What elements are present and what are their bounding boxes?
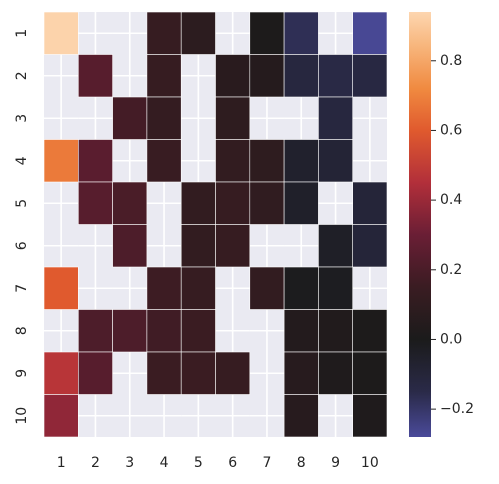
heatmap-cells	[43, 11, 388, 438]
heatmap-cell-r2-c4	[146, 54, 182, 98]
heatmap-cell-r10-c1	[43, 394, 79, 438]
x-tick-label: 1	[57, 455, 66, 471]
y-tick-label: 2	[14, 71, 30, 80]
heatmap-cell-r9-c9	[318, 351, 353, 395]
heatmap-cell-r8-c8	[283, 309, 319, 353]
heatmap-cell-r7-c4	[146, 266, 182, 310]
heatmap-cell-r5-c5	[180, 181, 216, 225]
x-tick-label: 4	[160, 455, 169, 471]
heatmap-cell-r8-c3	[112, 309, 148, 353]
y-tick-label: 6	[14, 241, 30, 250]
heatmap-cell-r8-c4	[146, 309, 182, 353]
heatmap-cell-r3-c4	[146, 96, 182, 140]
heatmap-cell-r8-c2	[78, 309, 113, 353]
heatmap-cell-r7-c5	[180, 266, 216, 310]
heatmap-cell-r7-c7	[249, 266, 285, 310]
heatmap-cell-r6-c9	[318, 224, 353, 268]
heatmap-cell-r5-c10	[352, 181, 388, 225]
y-tick-label: 10	[14, 407, 30, 425]
colorbar-tick-label: 0.2	[440, 262, 462, 278]
heatmap-cell-r5-c3	[112, 181, 148, 225]
heatmap-cell-r6-c6	[215, 224, 251, 268]
heatmap-cell-r7-c1	[43, 266, 79, 310]
colorbar-tick-label: 0.6	[440, 122, 462, 138]
heatmap-cell-r3-c3	[112, 96, 148, 140]
y-tick-label: 1	[14, 29, 30, 38]
x-tick-labels: 1 2 3 4 5 6 7 8 9 10	[57, 455, 379, 471]
heatmap-cell-r5-c8	[283, 181, 319, 225]
heatmap-cell-r4-c4	[146, 139, 182, 183]
heatmap-cell-r7-c8	[283, 266, 319, 310]
heatmap-gridlines	[44, 12, 387, 437]
heatmap-cell-r4-c1	[43, 139, 79, 183]
heatmap-cell-r2-c9	[318, 54, 353, 98]
heatmap-cell-r2-c10	[352, 54, 388, 98]
heatmap-cell-r9-c4	[146, 351, 182, 395]
y-tick-label: 5	[14, 199, 30, 208]
x-tick-label: 9	[331, 455, 340, 471]
heatmap-cell-r6-c10	[352, 224, 388, 268]
heatmap-cell-r5-c6	[215, 181, 251, 225]
colorbar-ticks: −0.2 0.0 0.2 0.4 0.6 0.8	[431, 53, 474, 417]
y-tick-label: 3	[14, 114, 30, 123]
heatmap-cell-r4-c8	[283, 139, 319, 183]
x-tick-label: 8	[297, 455, 306, 471]
heatmap-cell-r4-c6	[215, 139, 251, 183]
heatmap-cell-r4-c2	[78, 139, 113, 183]
heatmap-cell-r8-c10	[352, 309, 388, 353]
y-tick-label: 7	[14, 284, 30, 293]
heatmap-cell-r9-c1	[43, 351, 79, 395]
heatmap-cell-r8-c9	[318, 309, 353, 353]
heatmap-cell-r1-c8	[283, 11, 319, 55]
heatmap-cell-r9-c8	[283, 351, 319, 395]
heatmap-cell-r2-c7	[249, 54, 285, 98]
heatmap-cell-r5-c2	[78, 181, 113, 225]
x-tick-label: 3	[125, 455, 134, 471]
heatmap-cell-r2-c6	[215, 54, 251, 98]
heatmap-cell-r4-c9	[318, 139, 353, 183]
heatmap-cell-r9-c10	[352, 351, 388, 395]
y-tick-label: 9	[14, 369, 30, 378]
x-tick-label: 7	[262, 455, 271, 471]
heatmap-cell-r5-c7	[249, 181, 285, 225]
heatmap-cell-r3-c6	[215, 96, 251, 140]
x-tick-label: 2	[91, 455, 100, 471]
heatmap-cell-r9-c6	[215, 351, 251, 395]
heatmap-cell-r10-c10	[352, 394, 388, 438]
heatmap-cell-r6-c5	[180, 224, 216, 268]
colorbar-tick-label: 0.4	[440, 192, 462, 208]
heatmap-cell-r10-c8	[283, 394, 319, 438]
heatmap-cell-r1-c1	[43, 11, 79, 55]
heatmap-cell-r1-c10	[352, 11, 388, 55]
heatmap-cell-r2-c8	[283, 54, 319, 98]
heatmap-cell-r6-c3	[112, 224, 148, 268]
heatmap-cell-r1-c5	[180, 11, 216, 55]
heatmap-cell-r9-c5	[180, 351, 216, 395]
heatmap-cell-r3-c9	[318, 96, 353, 140]
y-tick-label: 8	[14, 326, 30, 335]
heatmap-cell-r4-c7	[249, 139, 285, 183]
colorbar-tick-label: 0.8	[440, 53, 462, 69]
x-tick-label: 6	[228, 455, 237, 471]
heatmap-cell-r9-c2	[78, 351, 113, 395]
colorbar-tick-label: −0.2	[440, 401, 474, 417]
heatmap-cell-r1-c7	[249, 11, 285, 55]
heatmap-cell-r1-c4	[146, 11, 182, 55]
x-tick-label: 5	[194, 455, 203, 471]
colorbar-tick-label: 0.0	[440, 331, 462, 347]
y-tick-label: 4	[14, 156, 30, 165]
x-tick-label: 10	[361, 455, 379, 471]
heatmap-cell-r7-c9	[318, 266, 353, 310]
heatmap-cell-r2-c2	[78, 54, 113, 98]
heatmap-cell-r8-c5	[180, 309, 216, 353]
colorbar	[409, 12, 431, 437]
y-tick-labels: 1 2 3 4 5 6 7 8 9 10	[14, 29, 30, 425]
